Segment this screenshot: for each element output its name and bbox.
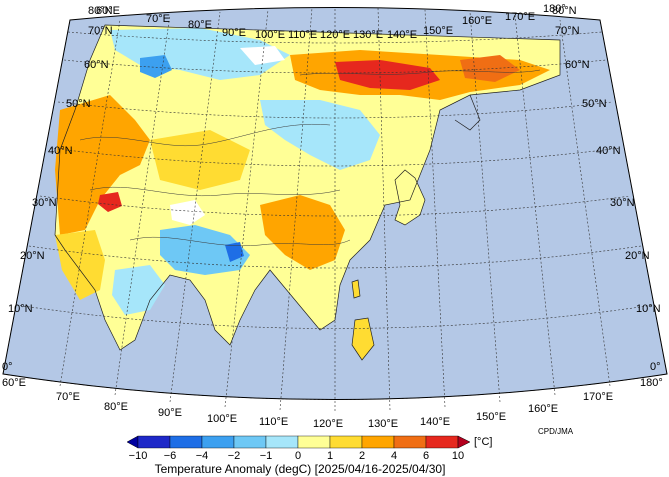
bottom-lon-label: 80°E	[104, 401, 128, 413]
credit-label: CPD/JMA	[538, 427, 574, 436]
cool-region-north	[110, 28, 290, 80]
left-latitude-labels: 0° 10°N 20°N 30°N 40°N 50°N 60°N 70°N 80…	[2, 5, 113, 373]
colorbar-swatch-0	[137, 435, 171, 449]
land-japan	[394, 169, 426, 226]
colorbar-right-arrow	[457, 435, 471, 449]
right-lat-label: 40°N	[596, 145, 621, 157]
bottom-lon-label: 110°E	[259, 416, 288, 428]
colorbar-tick-label: −1	[260, 450, 273, 462]
left-lat-label: 50°N	[66, 98, 91, 110]
top-lon-label: 140°E	[387, 29, 417, 41]
top-lon-label: 120°E	[320, 29, 350, 41]
colorbar-swatch-2	[201, 435, 235, 449]
colorbar-left-arrow	[126, 435, 139, 449]
colorbar-title: Temperature Anomaly (degC) [2025/04/16-2…	[155, 462, 446, 476]
colorbar-swatch-7	[361, 435, 395, 449]
top-lon-label: 150°E	[423, 25, 453, 37]
colorbar-swatch-4	[265, 435, 299, 449]
right-lat-label: 30°N	[610, 197, 635, 209]
bottom-lon-label: 160°E	[528, 403, 558, 415]
left-lat-label: 60°N	[84, 59, 109, 71]
cool-region-tibet	[160, 225, 250, 275]
hot-spot-kamchatka	[460, 55, 520, 82]
cool-spot-north	[140, 55, 172, 78]
right-lat-label: 20°N	[625, 250, 650, 262]
colorbar-tick-label: 10	[452, 450, 464, 462]
left-lat-label: 70°N	[88, 25, 113, 37]
hot-spot-east-siberia	[335, 60, 440, 90]
bottom-lon-label: 90°E	[158, 407, 182, 419]
top-longitude-labels: 60°E 70°E 80°E 90°E 100°E 110°E 120°E 13…	[96, 3, 566, 41]
land-taiwan	[351, 279, 361, 299]
colorbar-tick-label: 6	[423, 450, 429, 462]
right-lat-label: 0°	[650, 361, 661, 373]
left-lat-label: 20°N	[20, 250, 45, 262]
bottom-lon-label: 60°E	[2, 377, 26, 389]
bottom-lon-label: 170°E	[583, 391, 613, 403]
left-lat-label: 30°N	[32, 197, 57, 209]
bottom-lon-label: 120°E	[313, 418, 343, 430]
colorbar-tick-label: −2	[228, 450, 241, 462]
colorbar-swatch-5	[297, 435, 331, 449]
warm-region-central	[150, 130, 250, 190]
right-lat-label: 80°N	[552, 5, 577, 17]
warm-region-china	[260, 195, 345, 270]
left-lat-label: 0°	[2, 361, 13, 373]
top-lon-label: 80°E	[188, 19, 212, 31]
right-lat-label: 10°N	[636, 303, 661, 315]
missing-data-north	[240, 46, 285, 65]
warm-region-arabia	[55, 230, 105, 300]
bottom-lon-label: 70°E	[56, 391, 80, 403]
right-lat-label: 70°N	[555, 25, 580, 37]
map-panel	[2, 7, 668, 411]
top-lon-label: 60°E	[96, 5, 120, 17]
colorbar-tick-label: −4	[196, 450, 209, 462]
bottom-longitude-labels: 60°E 70°E 80°E 90°E 100°E 110°E 120°E 13…	[2, 377, 663, 430]
colorbar-tick-label: −10	[129, 450, 148, 462]
colorbar-swatch-9	[425, 435, 459, 449]
hot-spot-pakistan	[98, 192, 122, 212]
top-lon-label: 180°	[543, 3, 566, 15]
left-lat-label: 80°N	[88, 5, 113, 17]
colorbar-tick-label: −6	[164, 450, 177, 462]
top-lon-label: 100°E	[255, 29, 285, 41]
sea-of-okhotsk-coast	[454, 94, 481, 131]
left-lat-label: 10°N	[8, 303, 33, 315]
colorbar-tick-label: 1	[327, 450, 333, 462]
colorbar-tick-label: 2	[359, 450, 365, 462]
bottom-lon-label: 180°	[640, 377, 663, 389]
bottom-lon-label: 140°E	[420, 416, 450, 428]
bottom-lon-label: 100°E	[207, 413, 237, 425]
top-lon-label: 170°E	[505, 11, 535, 23]
colorbar-swatch-1	[169, 435, 203, 449]
colorbar-tick-label: 4	[391, 450, 397, 462]
top-lon-label: 130°E	[353, 29, 383, 41]
top-lon-label: 110°E	[288, 29, 317, 41]
colorbar: −10 −6 −4 −2 −1 0 1 2 4 6 10 [°C] Temper…	[126, 435, 492, 476]
cool-spot-tibet	[225, 242, 244, 262]
bottom-lon-label: 150°E	[476, 411, 506, 423]
colorbar-swatch-8	[393, 435, 427, 449]
bottom-lon-label: 130°E	[368, 418, 398, 430]
top-lon-label: 160°E	[462, 15, 492, 27]
top-lon-label: 70°E	[146, 13, 170, 25]
colorbar-swatch-3	[233, 435, 267, 449]
right-lat-label: 50°N	[582, 98, 607, 110]
right-lat-label: 60°N	[565, 59, 590, 71]
cool-region-india	[112, 265, 165, 315]
top-lon-label: 90°E	[222, 27, 246, 39]
map-frame	[2, 7, 668, 400]
colorbar-tick-label: 0	[295, 450, 301, 462]
colorbar-swatch-6	[329, 435, 363, 449]
right-latitude-labels: 0° 10°N 20°N 30°N 40°N 50°N 60°N 70°N 80…	[552, 5, 661, 373]
colorbar-unit: [°C]	[474, 436, 492, 448]
warm-region-west	[55, 95, 150, 235]
missing-data-taklimakan	[170, 200, 205, 225]
left-lat-label: 40°N	[48, 145, 73, 157]
